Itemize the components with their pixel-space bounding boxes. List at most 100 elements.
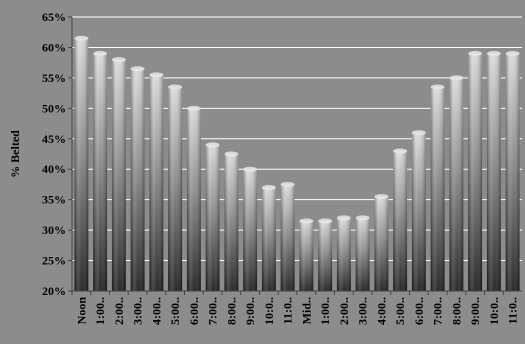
bar-sheen: [186, 108, 201, 291]
bar-sheen: [486, 53, 501, 292]
bar: [468, 51, 483, 292]
y-tick-label: 40%: [42, 162, 66, 176]
bar-sheen: [449, 77, 464, 291]
y-tick-label: 45%: [42, 132, 66, 146]
bar: [486, 51, 501, 292]
y-axis-label: % Belted: [8, 130, 22, 178]
bar-sheen: [261, 187, 276, 291]
y-tick-label: 65%: [42, 10, 66, 24]
bar-sheen: [205, 144, 220, 291]
x-tick-label: 1:00..: [318, 297, 332, 325]
bar: [149, 72, 164, 291]
bar-sheen: [299, 220, 314, 291]
bar: [411, 130, 426, 291]
x-tick-label: 2:00..: [337, 297, 351, 325]
bar-sheen: [243, 169, 258, 291]
bar-cap: [468, 51, 483, 57]
bar: [355, 215, 370, 291]
x-tick-label: 10:0..: [487, 297, 501, 325]
x-tick-label: Noon: [74, 297, 88, 325]
bar: [186, 105, 201, 291]
bar-cap: [430, 84, 445, 90]
x-tick-label: 3:00..: [356, 297, 370, 325]
x-tick-label: Mid..: [299, 297, 313, 324]
y-tick-labels: 20% 25% 30% 35% 40% 45% 50% 55% 60% 65%: [42, 10, 72, 298]
y-tick-label: 60%: [42, 40, 66, 54]
bar-cap: [186, 105, 201, 111]
x-tick-label: 7:00..: [206, 297, 220, 325]
bar: [299, 218, 314, 291]
bar-cap: [224, 151, 239, 157]
bar-sheen: [411, 132, 426, 291]
bar-sheen: [149, 74, 164, 291]
gridlines: [72, 16, 522, 292]
bar-cap: [149, 72, 164, 78]
bar-cap: [168, 84, 183, 90]
y-tick-label: 25%: [42, 254, 66, 268]
bar-cap: [449, 75, 464, 81]
x-tick-label: 9:00..: [468, 297, 482, 325]
y-tick-label: 30%: [42, 223, 66, 237]
bar-cap: [111, 57, 126, 63]
x-tick-label: 6:00..: [187, 297, 201, 325]
bar-cap: [74, 35, 89, 41]
bar-cap: [205, 142, 220, 148]
bar: [261, 184, 276, 291]
x-tick-label: 10:0..: [262, 297, 276, 325]
bar: [111, 57, 126, 291]
bar-sheen: [374, 196, 389, 291]
bar-sheen: [280, 184, 295, 291]
y-tick-label: 35%: [42, 193, 66, 207]
bar: [449, 75, 464, 291]
bar: [74, 35, 89, 291]
bar: [93, 51, 108, 292]
bar: [505, 51, 520, 292]
bar: [168, 84, 183, 292]
bars: [74, 35, 520, 292]
bar: [130, 66, 145, 291]
bar-sheen: [93, 53, 108, 292]
bar-cap: [318, 218, 333, 224]
x-tick-label: 8:00..: [449, 297, 463, 325]
bar-sheen: [130, 68, 145, 291]
bar-cap: [299, 218, 314, 224]
bar-sheen: [336, 217, 351, 291]
bar-sheen: [430, 87, 445, 292]
x-tick-label: 6:00..: [412, 297, 426, 325]
bar-cap: [336, 215, 351, 221]
x-tick-label: 7:00..: [431, 297, 445, 325]
bar-sheen: [393, 150, 408, 291]
bar: [243, 166, 258, 291]
x-tick-label: 3:00..: [131, 297, 145, 325]
bar-cap: [243, 166, 258, 172]
bar: [280, 181, 295, 291]
y-tick-label: 50%: [42, 101, 66, 115]
x-tick-labels: Noon 1:00.. 2:00.. 3:00.. 4:00.. 5:00.. 6:00..…: [71, 291, 520, 325]
x-tick-label: 9:00..: [243, 297, 257, 325]
bar-sheen: [468, 53, 483, 292]
bar-sheen: [318, 220, 333, 291]
x-tick-label: 5:00..: [393, 297, 407, 325]
x-tick-label: 11:0..: [506, 297, 520, 324]
bar-cap: [374, 194, 389, 200]
x-tick-label: 4:00..: [374, 297, 388, 325]
bar: [224, 151, 239, 291]
bar-sheen: [355, 217, 370, 291]
y-tick-label: 55%: [42, 71, 66, 85]
bar: [318, 218, 333, 291]
bar-cap: [130, 66, 145, 72]
bar-sheen: [224, 154, 239, 291]
bar: [393, 148, 408, 291]
bar-cap: [280, 181, 295, 187]
bar-cap: [411, 130, 426, 136]
bar-sheen: [111, 59, 126, 291]
y-tick-label: 20%: [42, 284, 66, 298]
bar-sheen: [168, 87, 183, 292]
bar-sheen: [74, 38, 89, 291]
bar-cap: [505, 51, 520, 57]
bar: [374, 194, 389, 291]
bar-cap: [93, 51, 108, 57]
x-tick-label: 11:0..: [281, 297, 295, 324]
